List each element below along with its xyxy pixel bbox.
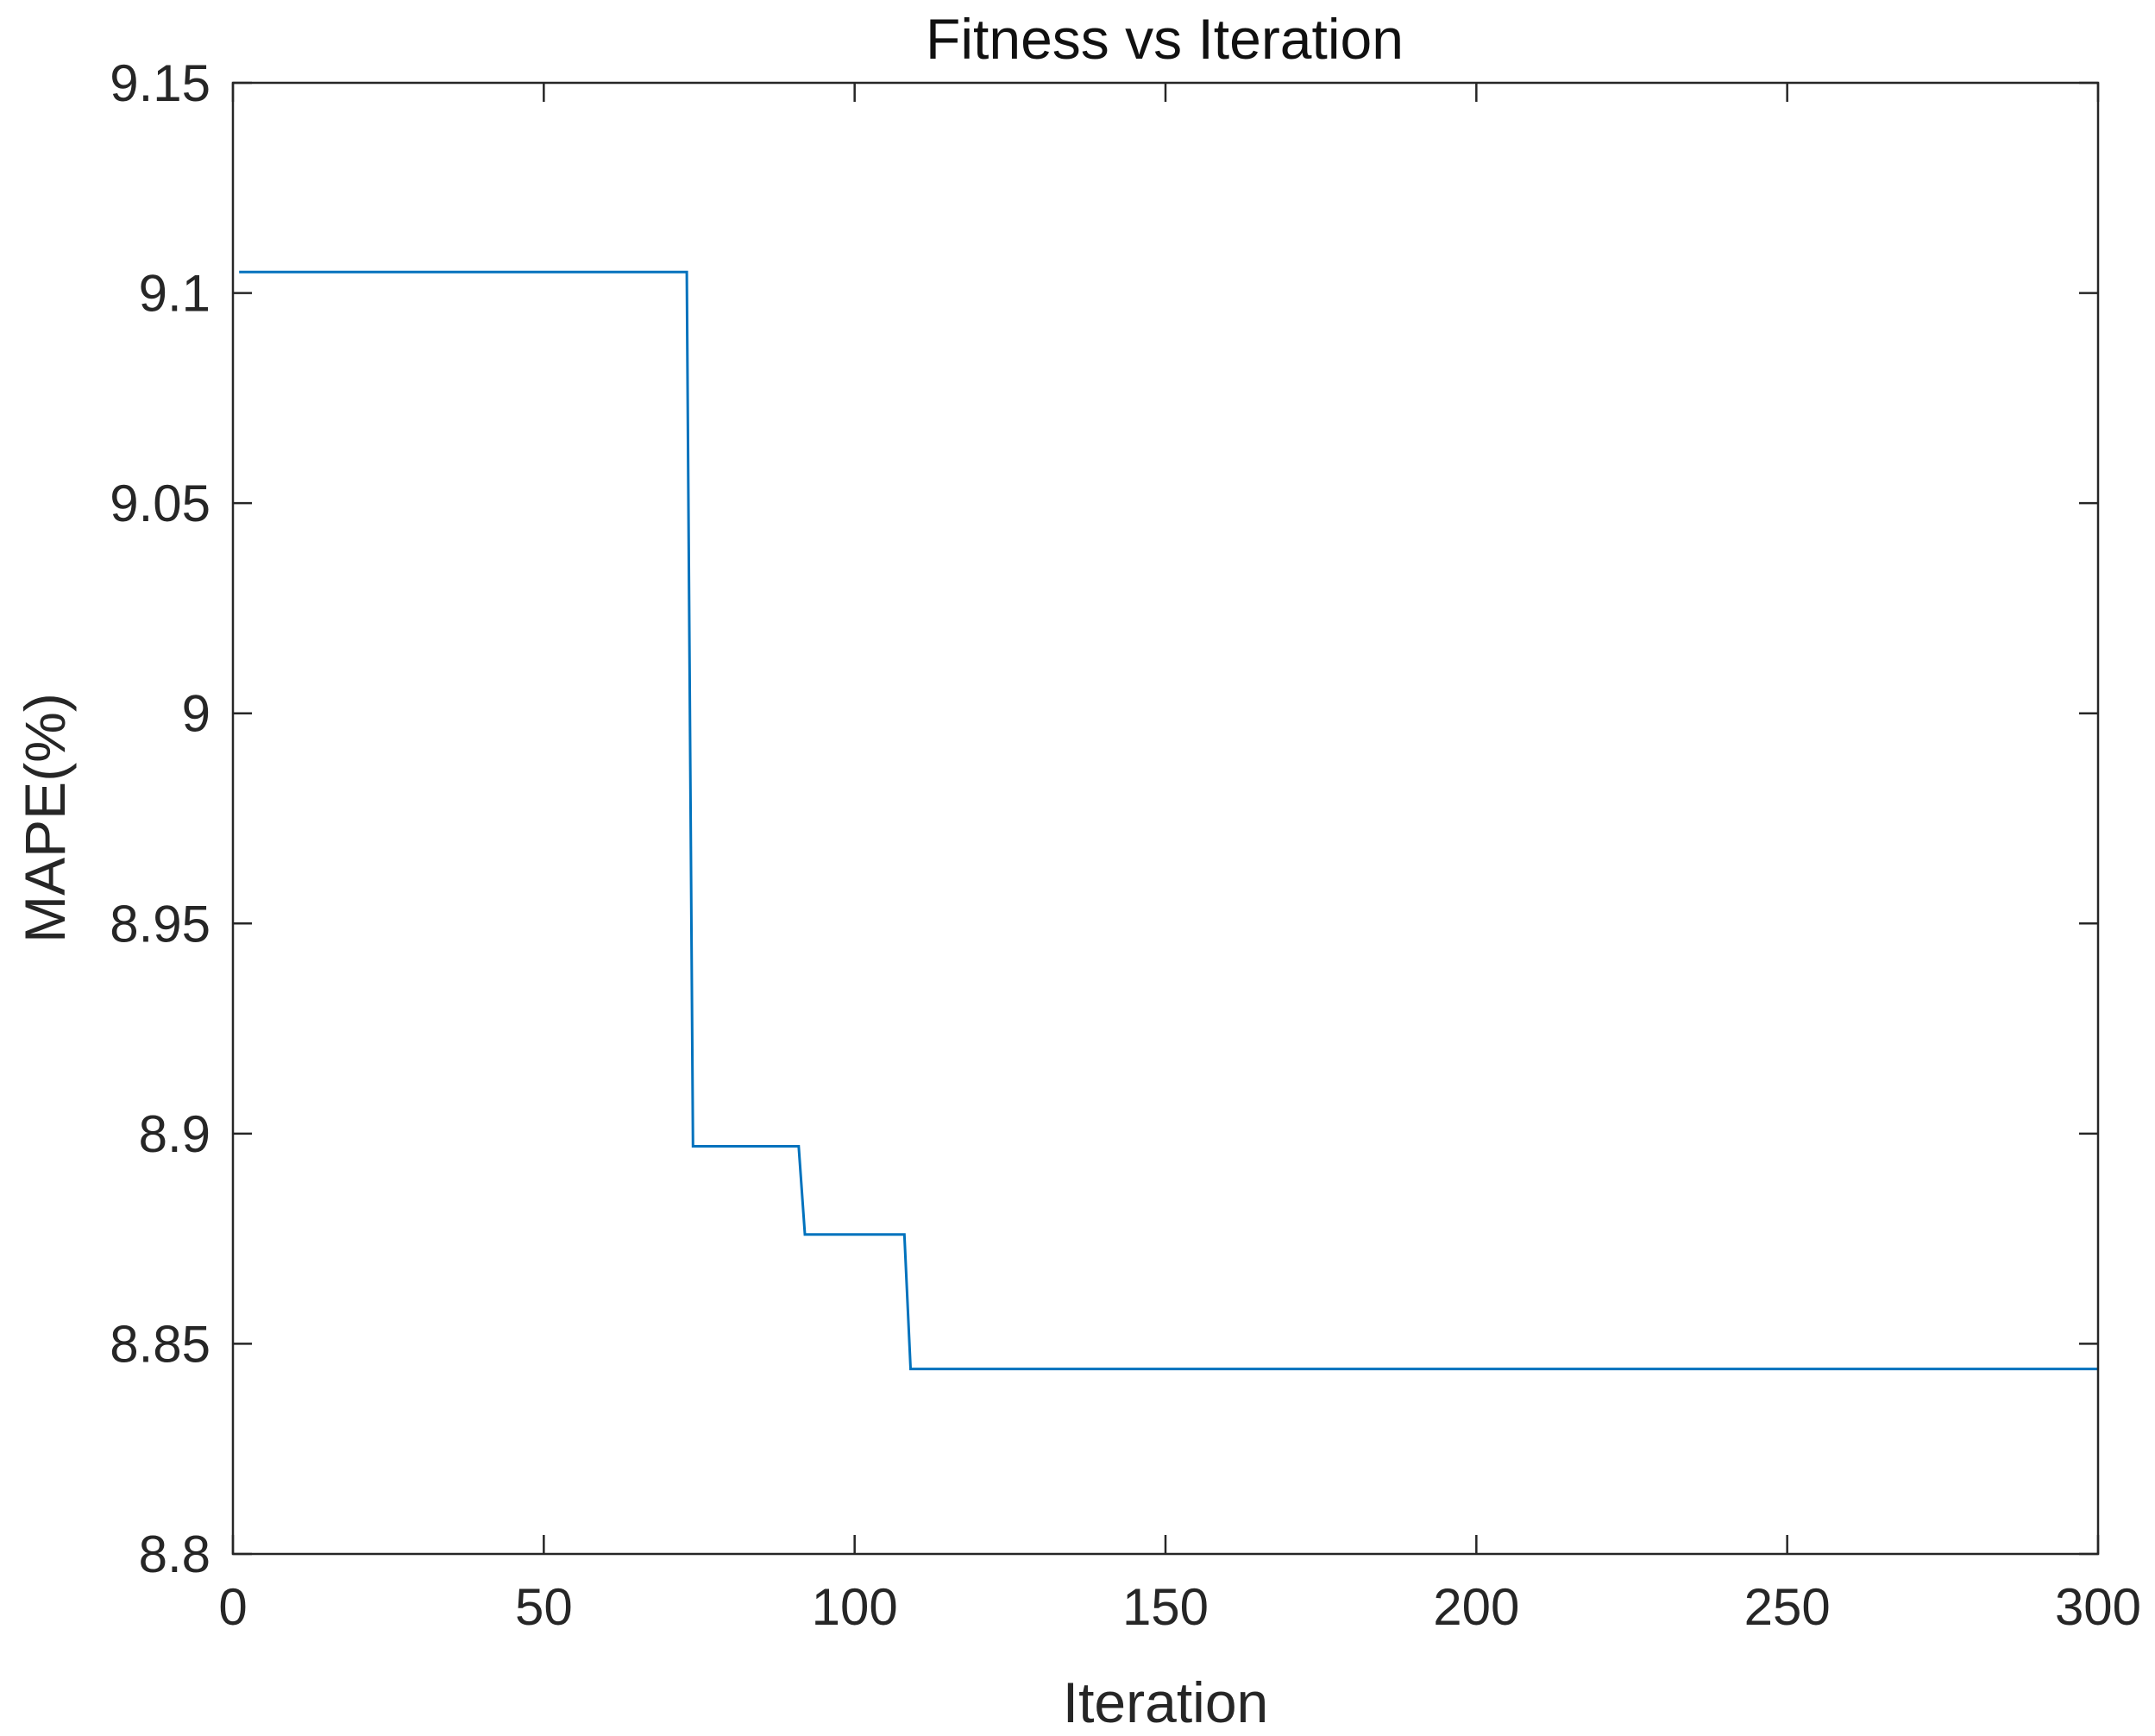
y-tick-label: 8.85 — [110, 1315, 210, 1373]
y-tick-label: 8.95 — [110, 895, 210, 953]
y-axis-label: MAPE(%) — [13, 693, 77, 943]
y-tick-label: 8.8 — [139, 1525, 210, 1583]
y-tick-label: 9.15 — [110, 54, 210, 112]
series-line-0 — [239, 270, 2098, 1371]
x-tick-label: 200 — [1433, 1578, 1519, 1636]
x-tick-label: 250 — [1744, 1578, 1831, 1636]
ticks-layer: 0 50 100 150 200 250 300 8.8 8.85 8.9 8.95 9 9.05 9.1… — [110, 54, 2141, 1636]
series-layer — [239, 270, 2098, 1371]
y-tick-label: 9.1 — [139, 265, 210, 323]
plot-area-frame — [231, 81, 2100, 1556]
x-tick-label: 50 — [515, 1578, 573, 1636]
y-tick-label: 9 — [182, 685, 210, 743]
x-tick-label: 150 — [1122, 1578, 1209, 1636]
x-tick-label: 0 — [218, 1578, 247, 1636]
y-tick-label: 8.9 — [139, 1105, 210, 1163]
x-tick-label: 100 — [812, 1578, 898, 1636]
chart-title: Fitness vs Iteration — [926, 7, 1404, 71]
y-tick-label: 9.05 — [110, 475, 210, 532]
x-tick-label: 300 — [2055, 1578, 2141, 1636]
x-axis-label: Iteration — [1063, 1670, 1268, 1734]
